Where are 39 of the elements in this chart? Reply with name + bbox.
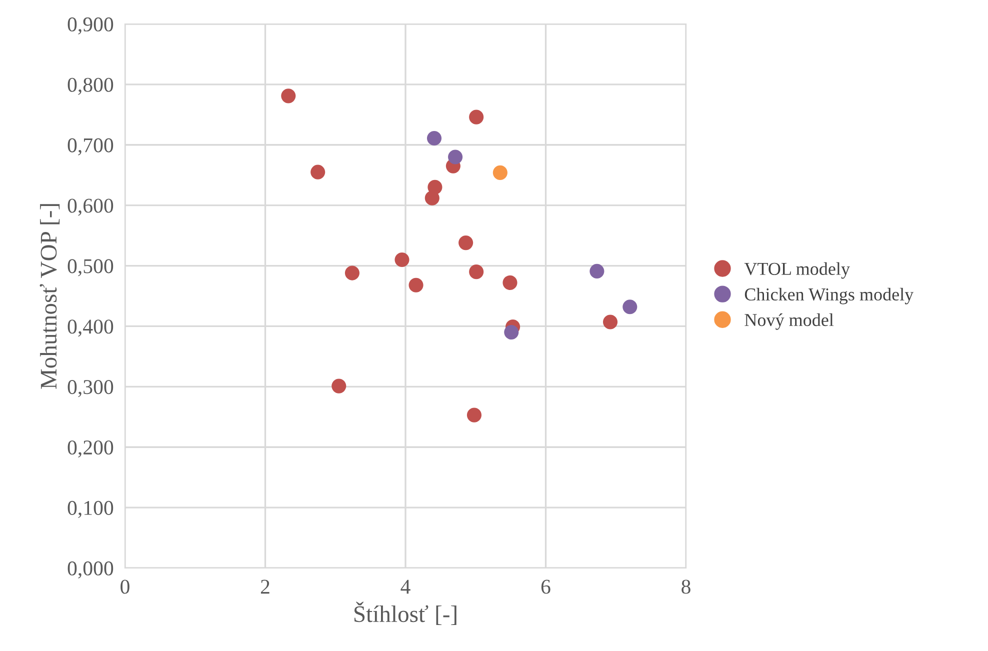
point bbox=[332, 378, 346, 394]
point bbox=[469, 264, 484, 280]
x-tick-label: 8 bbox=[682, 580, 690, 594]
point bbox=[344, 266, 360, 280]
legend-label: Nový model bbox=[744, 313, 834, 330]
point bbox=[590, 264, 604, 278]
point bbox=[622, 300, 638, 314]
x-axis-title: Štíhlosť [-] bbox=[354, 602, 456, 626]
point bbox=[502, 275, 518, 290]
point bbox=[394, 252, 410, 268]
y-tick-label: 0,400 bbox=[68, 320, 114, 337]
point bbox=[310, 164, 326, 180]
y-tick-label: 0,500 bbox=[68, 259, 114, 276]
y-tick-label: 0,200 bbox=[68, 440, 114, 458]
point bbox=[458, 236, 474, 250]
legend-label: VTOL modely bbox=[744, 262, 850, 279]
point bbox=[466, 408, 482, 422]
point bbox=[469, 110, 484, 124]
point bbox=[448, 150, 463, 164]
x-tick-label: 6 bbox=[541, 580, 550, 594]
point bbox=[504, 324, 519, 340]
point bbox=[426, 130, 442, 146]
x-tick-label: 4 bbox=[400, 580, 410, 594]
y-tick-label: 0,600 bbox=[68, 198, 114, 216]
y-tick-label: 0,300 bbox=[68, 380, 114, 398]
point bbox=[281, 88, 296, 104]
y-tick-label: 0,000 bbox=[68, 561, 114, 578]
y-tick-label: 0,900 bbox=[68, 17, 114, 34]
y-tick-label: 0,700 bbox=[68, 138, 114, 156]
point bbox=[602, 314, 618, 330]
point bbox=[428, 180, 442, 194]
y-tick-label: 0,800 bbox=[68, 78, 114, 95]
y-tick-label: 0,100 bbox=[68, 500, 114, 518]
y-axis-title: Mohutnosť VOP [-] bbox=[40, 204, 60, 389]
point bbox=[492, 165, 508, 180]
legend-label: Chicken Wings modely bbox=[744, 288, 914, 304]
point bbox=[408, 278, 424, 292]
x-tick-label: 2 bbox=[260, 580, 270, 594]
x-tick-label: 0 bbox=[120, 580, 130, 594]
